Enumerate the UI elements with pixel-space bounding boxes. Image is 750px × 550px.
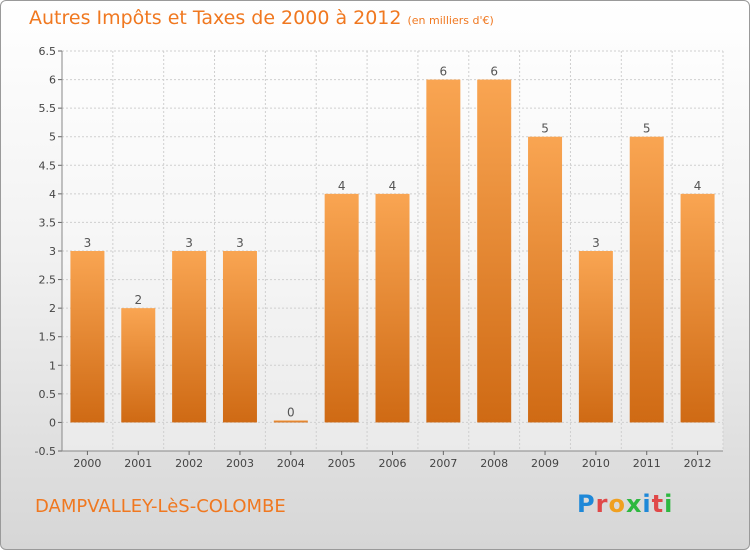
bar [222,251,257,423]
x-tick-label: 2008 [480,457,508,470]
bar-value-label: 3 [236,236,244,250]
bar [629,136,664,423]
bar [121,308,156,423]
bar-value-label: 4 [694,179,702,193]
chart-unit: (en milliers d'€) [407,14,494,27]
bar-value-label: 3 [84,236,92,250]
y-tick-label: 6.5 [39,45,57,58]
x-tick-label: 2010 [582,457,610,470]
x-tick-label: 2005 [328,457,356,470]
y-tick-label: 5 [49,131,56,144]
bar-value-label: 0 [287,405,295,419]
bar [273,420,308,423]
x-tick-label: 2006 [379,457,407,470]
x-tick-label: 2007 [429,457,457,470]
y-tick-label: 0 [49,416,56,429]
bar [426,79,461,423]
proxiti-logo: Proxiti [577,490,674,518]
bar [680,193,715,423]
y-tick-label: -0.5 [35,445,56,458]
bar [172,251,207,423]
bar-value-label: 2 [134,293,142,307]
bar [578,251,613,423]
commune-name: DAMPVALLEY-LèS-COLOMBE [35,496,286,517]
y-tick-label: 1 [49,359,56,372]
x-tick-label: 2009 [531,457,559,470]
y-tick-label: 1.5 [39,331,57,344]
x-tick-label: 2001 [124,457,152,470]
x-tick-label: 2004 [277,457,305,470]
x-tick-label: 2012 [684,457,712,470]
y-tick-label: 2 [49,302,56,315]
x-tick-label: 2003 [226,457,254,470]
bar [70,251,105,423]
y-tick-label: 0.5 [39,388,57,401]
y-tick-label: 3 [49,245,56,258]
bar [375,193,410,423]
bar-value-label: 4 [389,179,397,193]
bar [477,79,512,423]
bar [324,193,359,423]
y-tick-label: 2.5 [39,274,57,287]
y-tick-label: 6 [49,74,56,87]
y-tick-label: 4.5 [39,159,57,172]
chart-title-text: Autres Impôts et Taxes de 2000 à 2012 [29,7,402,29]
bar-value-label: 5 [643,122,651,136]
bar [528,136,563,423]
chart-title: Autres Impôts et Taxes de 2000 à 2012 (en… [29,7,494,29]
bar-value-label: 3 [592,236,600,250]
x-tick-label: 2000 [73,457,101,470]
bar-value-label: 5 [541,122,549,136]
bar-value-label: 4 [338,179,346,193]
bar-value-label: 3 [185,236,193,250]
y-tick-label: 3.5 [39,216,57,229]
bar-value-label: 6 [490,65,498,79]
y-tick-label: 5.5 [39,102,57,115]
bar-value-label: 6 [440,65,448,79]
y-tick-label: 4 [49,188,56,201]
x-tick-label: 2002 [175,457,203,470]
x-tick-label: 2011 [633,457,661,470]
